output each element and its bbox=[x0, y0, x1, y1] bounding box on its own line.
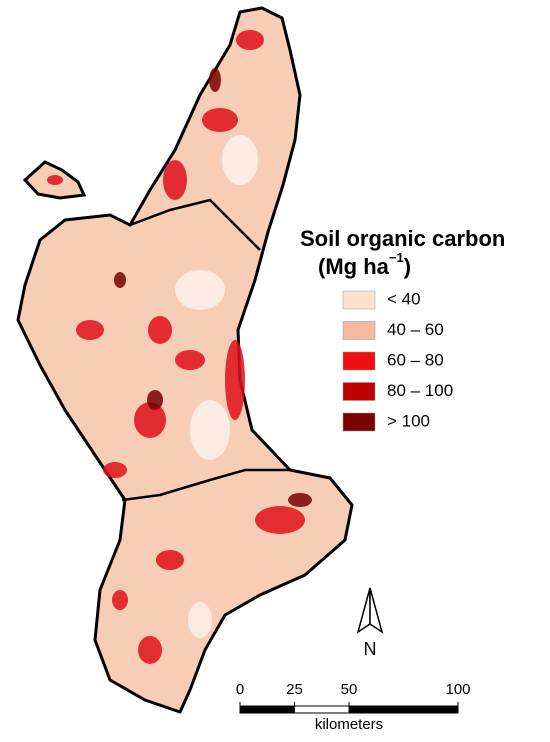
scale-segment bbox=[294, 705, 350, 714]
province-border bbox=[121, 198, 290, 502]
north-arrow: N bbox=[356, 587, 384, 659]
legend-units: (Mg ha−1) bbox=[318, 250, 411, 278]
scale-tick-label: 50 bbox=[341, 681, 358, 698]
region-map bbox=[16, 6, 354, 714]
legend-title: Soil organic carbon bbox=[300, 226, 505, 251]
legend-swatch bbox=[342, 321, 376, 340]
legend-label: 40 – 60 bbox=[387, 320, 444, 339]
very-high-carbon-areas bbox=[114, 68, 312, 507]
north-label: N bbox=[364, 639, 377, 659]
legend-label: 80 – 100 bbox=[387, 381, 453, 400]
arrow-right bbox=[369, 587, 384, 634]
scale-tick-label: 25 bbox=[286, 681, 303, 698]
scale-tick-label: 100 bbox=[445, 681, 470, 698]
high-carbon-areas bbox=[47, 30, 305, 664]
legend-swatch bbox=[342, 290, 376, 310]
scale-segment bbox=[239, 705, 295, 714]
legend: Soil organic carbon (Mg ha−1) < 40 40 – 6… bbox=[300, 226, 505, 432]
arrow-left bbox=[356, 587, 371, 634]
legend-label: > 100 bbox=[387, 411, 430, 430]
legend-swatch bbox=[342, 412, 376, 432]
units-superscript: −1 bbox=[389, 250, 404, 265]
scale-segment bbox=[348, 705, 459, 714]
scale-tick-label: 0 bbox=[236, 681, 244, 698]
units-close: ) bbox=[404, 254, 411, 279]
low-carbon-areas bbox=[175, 135, 258, 638]
scale-bar: 0 25 50 100 kilometers bbox=[236, 681, 471, 733]
legend-label: 60 – 80 bbox=[387, 350, 444, 369]
legend-swatch bbox=[342, 382, 376, 401]
units-text: (Mg ha bbox=[318, 254, 390, 279]
scale-unit: kilometers bbox=[315, 716, 383, 733]
legend-swatch bbox=[342, 351, 376, 371]
legend-label: < 40 bbox=[387, 289, 421, 308]
